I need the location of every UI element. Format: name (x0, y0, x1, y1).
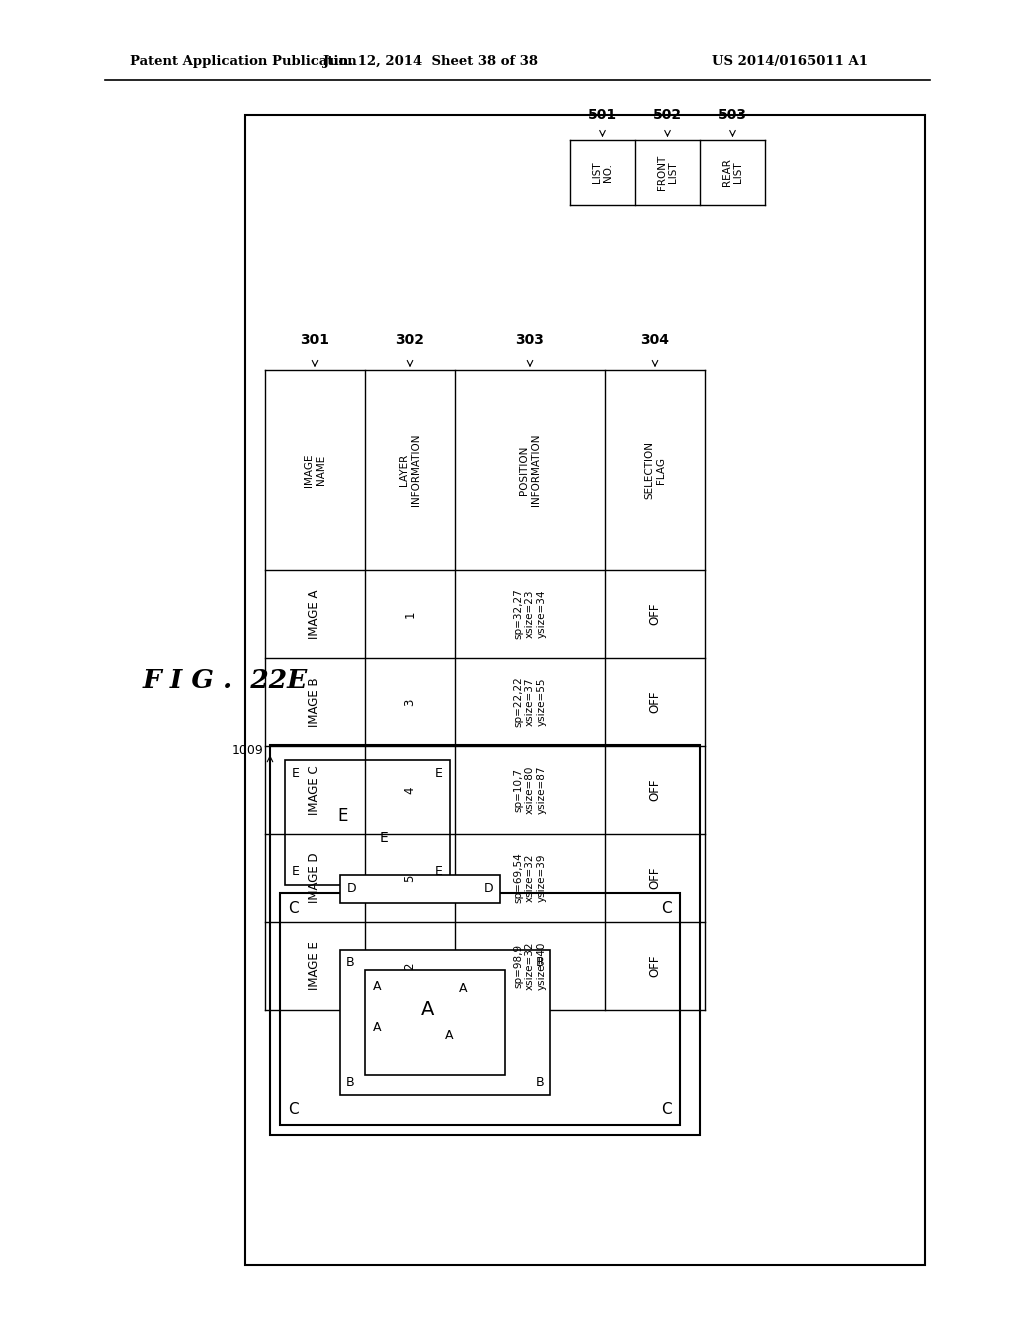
Text: LIST
NO.: LIST NO. (592, 161, 613, 183)
Text: E: E (380, 830, 388, 845)
Text: IMAGE
NAME: IMAGE NAME (304, 453, 326, 487)
Text: E: E (435, 865, 443, 878)
Bar (340, 950, 550, 1096)
Text: 503: 503 (718, 108, 746, 121)
Bar (245, 115, 925, 1265)
Text: 4: 4 (403, 787, 417, 793)
Text: Jun. 12, 2014  Sheet 38 of 38: Jun. 12, 2014 Sheet 38 of 38 (323, 55, 538, 69)
Bar (285, 760, 450, 884)
Text: sp=98,9
xsize=32
ysize=40: sp=98,9 xsize=32 ysize=40 (513, 941, 547, 990)
Text: E: E (292, 767, 300, 780)
Text: IMAGE C: IMAGE C (308, 766, 322, 814)
Text: sp=10,7
xsize=80
ysize=87: sp=10,7 xsize=80 ysize=87 (513, 766, 547, 814)
Text: 304: 304 (640, 333, 670, 347)
Text: A: A (444, 1028, 454, 1041)
Text: POSITION
INFORMATION: POSITION INFORMATION (519, 434, 541, 507)
Text: D: D (483, 883, 493, 895)
Text: E: E (435, 767, 443, 780)
Text: B: B (346, 1076, 354, 1089)
Text: 1009: 1009 (231, 743, 263, 756)
Text: A: A (421, 1001, 434, 1019)
Text: C: C (662, 902, 672, 916)
Text: REAR
LIST: REAR LIST (722, 158, 743, 186)
Text: FRONT
LIST: FRONT LIST (656, 154, 678, 190)
Text: Patent Application Publication: Patent Application Publication (130, 55, 356, 69)
Text: B: B (536, 956, 544, 969)
Text: sp=32,27
xsize=23
ysize=34: sp=32,27 xsize=23 ysize=34 (513, 589, 547, 639)
Text: US 2014/0165011 A1: US 2014/0165011 A1 (712, 55, 868, 69)
Text: A: A (373, 1022, 382, 1035)
Text: OFF: OFF (648, 954, 662, 977)
Text: 502: 502 (653, 108, 682, 121)
Text: LAYER
INFORMATION: LAYER INFORMATION (399, 434, 421, 507)
Text: E: E (338, 808, 348, 825)
Text: OFF: OFF (648, 690, 662, 713)
Text: IMAGE D: IMAGE D (308, 853, 322, 903)
Text: SELECTION
FLAG: SELECTION FLAG (644, 441, 666, 499)
Text: B: B (346, 956, 354, 969)
Bar (365, 970, 505, 1074)
Bar (340, 875, 500, 903)
Text: F I G .  22E: F I G . 22E (143, 668, 308, 693)
Text: IMAGE A: IMAGE A (308, 589, 322, 639)
Text: 1: 1 (403, 610, 417, 618)
Text: C: C (288, 1102, 299, 1117)
Text: 301: 301 (300, 333, 330, 347)
Text: 302: 302 (395, 333, 425, 347)
Text: sp=22,22
xsize=37
ysize=55: sp=22,22 xsize=37 ysize=55 (513, 677, 547, 727)
Text: 501: 501 (588, 108, 617, 121)
Text: A: A (459, 982, 467, 995)
Text: IMAGE E: IMAGE E (308, 941, 322, 990)
Text: 5: 5 (403, 874, 417, 882)
Text: D: D (347, 883, 356, 895)
Text: 2: 2 (403, 962, 417, 970)
Text: OFF: OFF (648, 603, 662, 626)
Text: 3: 3 (403, 698, 417, 706)
Text: C: C (662, 1102, 672, 1117)
Text: B: B (536, 1076, 544, 1089)
Text: OFF: OFF (648, 779, 662, 801)
Text: C: C (288, 902, 299, 916)
Text: sp=69,54
xsize=32
ysize=39: sp=69,54 xsize=32 ysize=39 (513, 853, 547, 903)
Text: 303: 303 (515, 333, 545, 347)
Bar (280, 894, 680, 1125)
Text: OFF: OFF (648, 867, 662, 890)
Text: E: E (292, 865, 300, 878)
Bar (270, 744, 700, 1135)
Text: A: A (373, 979, 382, 993)
Text: IMAGE B: IMAGE B (308, 677, 322, 727)
